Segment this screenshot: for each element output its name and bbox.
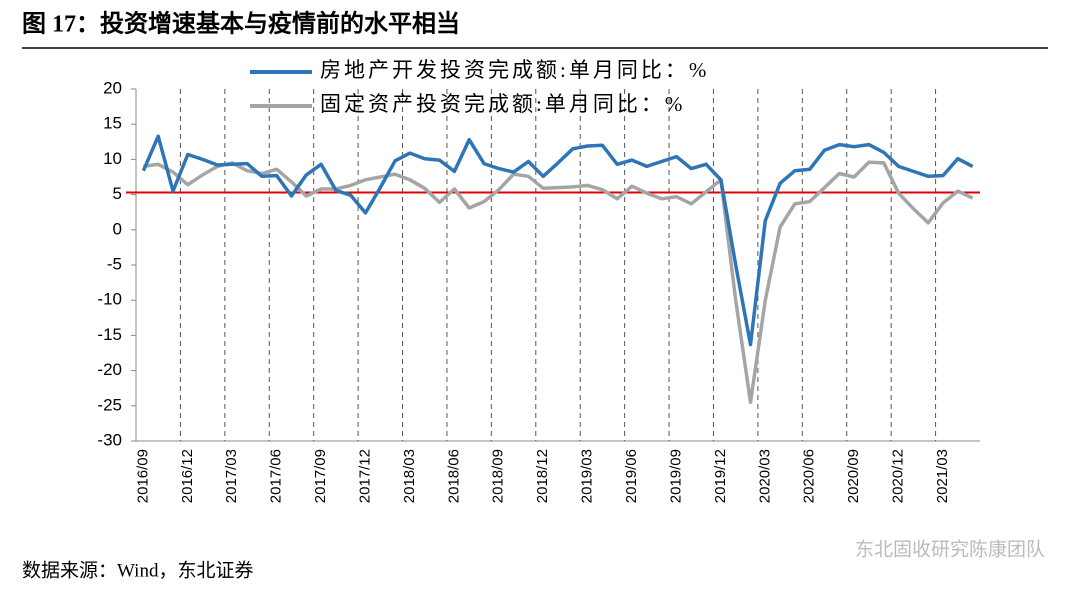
x-tick-label: 2016/12 bbox=[179, 449, 196, 503]
y-tick-label: -10 bbox=[97, 290, 122, 309]
x-tick-label: 2017/06 bbox=[268, 449, 285, 503]
x-tick-label: 2016/09 bbox=[134, 449, 151, 503]
source: 数据来源：Wind，东北证券 bbox=[22, 559, 253, 581]
y-tick-label: -20 bbox=[97, 360, 122, 379]
series-line bbox=[143, 160, 974, 405]
y-tick-label: 15 bbox=[103, 114, 122, 133]
y-tick-label: -5 bbox=[107, 254, 122, 273]
legend-label: 房地产开发投资完成额:单月同比：% bbox=[320, 58, 709, 82]
y-tick-label: 10 bbox=[103, 149, 122, 168]
legend-label: 固定资产投资完成额:单月同比：% bbox=[320, 92, 685, 116]
y-tick-label: 20 bbox=[103, 78, 122, 97]
y-tick-label: -30 bbox=[97, 430, 122, 449]
x-tick-label: 2017/12 bbox=[356, 449, 373, 503]
x-tick-label: 2019/03 bbox=[579, 449, 596, 503]
x-tick-label: 2020/06 bbox=[801, 449, 818, 503]
x-tick-label: 2020/03 bbox=[756, 449, 773, 503]
chart-title: 图 17：投资增速基本与疫情前的水平相当 bbox=[22, 10, 460, 38]
y-tick-label: 5 bbox=[113, 184, 122, 203]
y-tick-label: 0 bbox=[113, 219, 122, 238]
series-line bbox=[141, 134, 974, 347]
x-tick-label: 2018/09 bbox=[490, 449, 507, 503]
x-tick-label: 2019/12 bbox=[712, 449, 729, 503]
x-tick-label: 2018/03 bbox=[401, 449, 418, 503]
x-tick-label: 2020/09 bbox=[845, 449, 862, 503]
x-tick-label: 2021/03 bbox=[934, 449, 951, 503]
x-tick-label: 2017/03 bbox=[223, 449, 240, 503]
watermark: 东北固收研究陈康团队 bbox=[855, 538, 1045, 560]
x-tick-label: 2018/12 bbox=[534, 449, 551, 503]
x-tick-label: 2018/06 bbox=[445, 449, 462, 503]
y-tick-label: -15 bbox=[97, 325, 122, 344]
y-tick-label: -25 bbox=[97, 395, 122, 414]
x-tick-label: 2017/09 bbox=[312, 449, 329, 503]
x-tick-label: 2019/06 bbox=[623, 449, 640, 503]
x-tick-label: 2019/09 bbox=[667, 449, 684, 503]
x-tick-label: 2020/12 bbox=[890, 449, 907, 503]
